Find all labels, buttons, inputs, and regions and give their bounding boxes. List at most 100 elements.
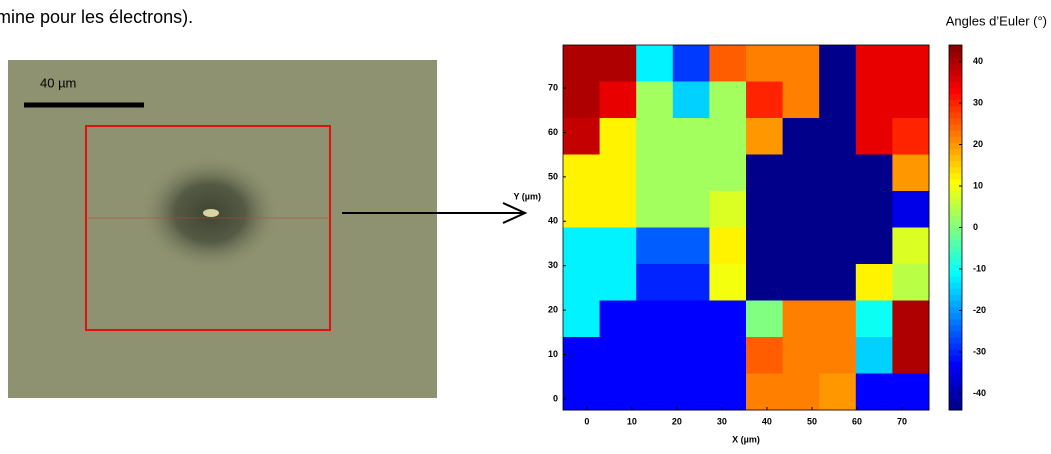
x-tick-label: 60 xyxy=(852,416,862,426)
colorbar-segment xyxy=(949,197,962,204)
grain-cell xyxy=(599,227,637,265)
grain-cell xyxy=(855,154,893,192)
grain-cell xyxy=(636,264,674,301)
colorbar-tick-label: -20 xyxy=(973,305,986,315)
colorbar-segment xyxy=(949,93,962,101)
grain-cell xyxy=(746,264,784,301)
colorbar-tick-label: -40 xyxy=(973,388,986,398)
plot-frame xyxy=(562,44,930,411)
colorbar-segment xyxy=(949,239,962,247)
grain-cell xyxy=(636,227,674,265)
colorbar-segment xyxy=(949,209,962,216)
colorbar-segment xyxy=(949,154,962,162)
grain-cell xyxy=(892,118,930,155)
colorbar-segment xyxy=(949,148,962,155)
colorbar-tick-label: -10 xyxy=(973,263,986,273)
grain-cell xyxy=(819,118,857,155)
colorbar-segment xyxy=(949,45,962,52)
grain-cell xyxy=(746,373,784,411)
grain-cell xyxy=(636,45,674,82)
grain-cell xyxy=(636,337,674,374)
micrograph: 40 µm xyxy=(8,60,437,398)
grain-cell xyxy=(855,118,893,155)
x-tick-label: 10 xyxy=(627,416,637,426)
colorbar-segment xyxy=(949,245,962,253)
colorbar-tick-label: 30 xyxy=(973,97,983,107)
x-tick-label: 70 xyxy=(897,416,907,426)
grain-cell xyxy=(709,264,747,301)
colorbar-segment xyxy=(949,300,962,308)
grain-cell xyxy=(599,154,637,192)
colorbar-segment xyxy=(949,57,962,64)
x-tick-label: 40 xyxy=(762,416,772,426)
grain-cell xyxy=(563,337,601,374)
grain-cell xyxy=(636,154,674,192)
ebsd-map: 0 10 20 30 40 50 60 70 0 10 20 30 40 50 60 70 X (µm) Y (µ… xyxy=(513,13,1047,444)
x-tick-label: 0 xyxy=(584,416,589,426)
colorbar-segment xyxy=(949,288,962,295)
grain-cell xyxy=(892,81,930,119)
colorbar-segment xyxy=(949,142,962,149)
y-tick-label: 50 xyxy=(548,171,558,181)
grain-cell xyxy=(563,373,601,411)
colorbar-tick-label: -30 xyxy=(973,346,986,356)
grain-cell xyxy=(672,227,710,265)
grain-cell xyxy=(563,154,601,192)
colorbar-segment xyxy=(949,330,962,338)
y-tick-label: 30 xyxy=(548,260,558,270)
colorbar-segment xyxy=(949,355,962,362)
region-box xyxy=(85,125,331,331)
grain-cell xyxy=(782,45,820,82)
grain-cell xyxy=(636,118,674,155)
grain-cell xyxy=(672,154,710,192)
colorbar-segment xyxy=(949,294,962,301)
grain-cell xyxy=(819,227,857,265)
colorbar-segment xyxy=(949,403,962,411)
colorbar-tick-label: 10 xyxy=(973,180,983,190)
grain-cell xyxy=(672,264,710,301)
colorbar-segment xyxy=(949,233,962,241)
colorbar-segment xyxy=(949,75,962,82)
grain-cell xyxy=(892,337,930,374)
colorbar-segment xyxy=(949,270,962,277)
grain-cell xyxy=(563,227,601,265)
grain-cell xyxy=(819,264,857,301)
colorbar-segment xyxy=(949,367,962,374)
colorbar-segment xyxy=(949,373,962,381)
grain-cell xyxy=(782,264,820,301)
colorbar-segment xyxy=(949,276,962,283)
grain-cell xyxy=(819,81,857,119)
scale-bar-label: 40 µm xyxy=(40,75,76,90)
grain-cell xyxy=(782,300,820,338)
colorbar-segment xyxy=(949,257,962,265)
grain-cell xyxy=(855,45,893,82)
y-tick-label: 60 xyxy=(548,127,558,137)
grain-cell xyxy=(599,45,637,82)
x-tick-label: 30 xyxy=(717,416,727,426)
grain-cell xyxy=(746,191,784,228)
grain-cell xyxy=(892,45,930,82)
grain-cell xyxy=(855,300,893,338)
grain-cell xyxy=(892,154,930,192)
caption-fragment: mine pour les électrons). xyxy=(0,7,193,27)
grain-cell xyxy=(819,45,857,82)
grain-cell xyxy=(563,81,601,119)
colorbar-segment xyxy=(949,105,962,113)
grain-cell xyxy=(709,154,747,192)
colorbar-segment xyxy=(949,251,962,259)
grain-cell xyxy=(636,81,674,119)
colorbar-segment xyxy=(949,160,962,168)
grain-cell xyxy=(819,154,857,192)
grain-cell xyxy=(709,191,747,228)
grain-cell xyxy=(709,118,747,155)
grain-cell xyxy=(672,373,710,411)
colorbar-segment xyxy=(949,385,962,393)
grain-cell xyxy=(563,264,601,301)
grain-cell xyxy=(672,118,710,155)
colorbar-segment xyxy=(949,337,962,344)
grain-cell xyxy=(599,191,637,228)
colorbar-segment xyxy=(949,324,962,332)
grain-cell xyxy=(599,373,637,411)
grain-cell xyxy=(782,118,820,155)
colorbar-segment xyxy=(949,191,962,198)
